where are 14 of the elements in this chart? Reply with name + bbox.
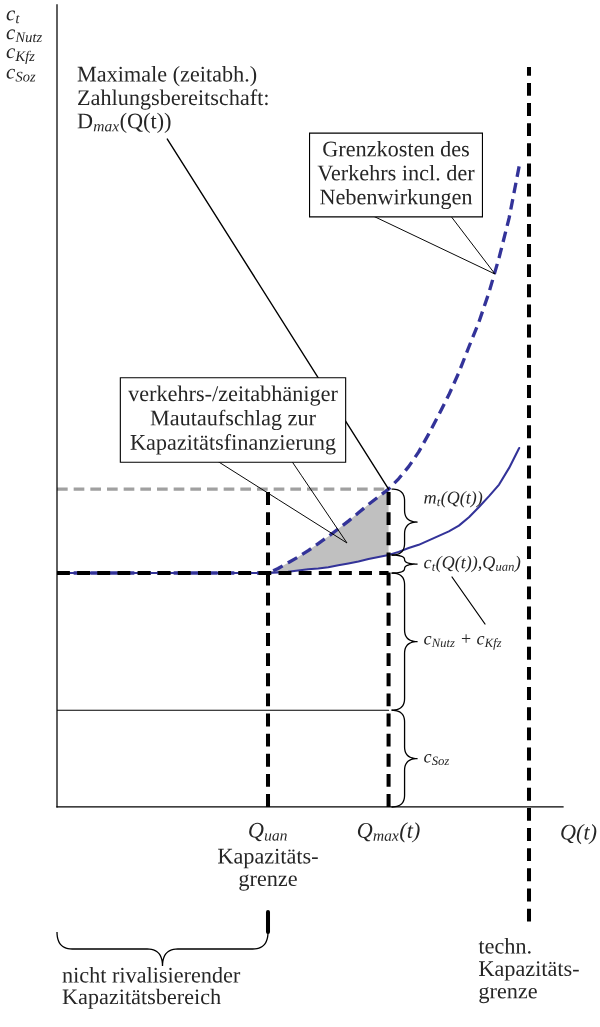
- text: nicht rivalisierender Kapazitätsbereich: [62, 967, 241, 1009]
- annotation: m$_{t}$(Q(t)): [424, 491, 483, 508]
- annotation: Grenzkosten des Verkehrs incl. der Nebenwirkungen: [317, 140, 475, 210]
- annotation: c$_{t}$(Q(t)),Q$_{uan}$): [424, 555, 521, 573]
- x-tick-label: Q$_{uan}$: [249, 822, 287, 842]
- annotation: Kapazitäts- grenze: [218, 848, 318, 891]
- annotation: c$_{Nutz}$ + c$_{Kfz}$: [424, 634, 502, 650]
- x-tick-label: Q$_{max}$(t): [357, 822, 420, 843]
- x-axis-title: Q(t): [561, 824, 597, 845]
- y-axis-title: c$_{t}$ c$_{Nutz}$ c$_{Kfz}$ c$_{Soz}$: [6, 10, 42, 82]
- annotation: Maximale (zeitabh.) Zahlungsbereitschaft: D$_{max}$(Q(t)): [77, 66, 268, 133]
- annotation: verkehrs-/zeitabhäniger Mautaufschlag zur Kapazitätsfinanzierung: [128, 385, 338, 455]
- text: techn. Kapazitäts- grenze: [478, 938, 579, 1004]
- annotation: c$_{Soz}$: [424, 753, 450, 766]
